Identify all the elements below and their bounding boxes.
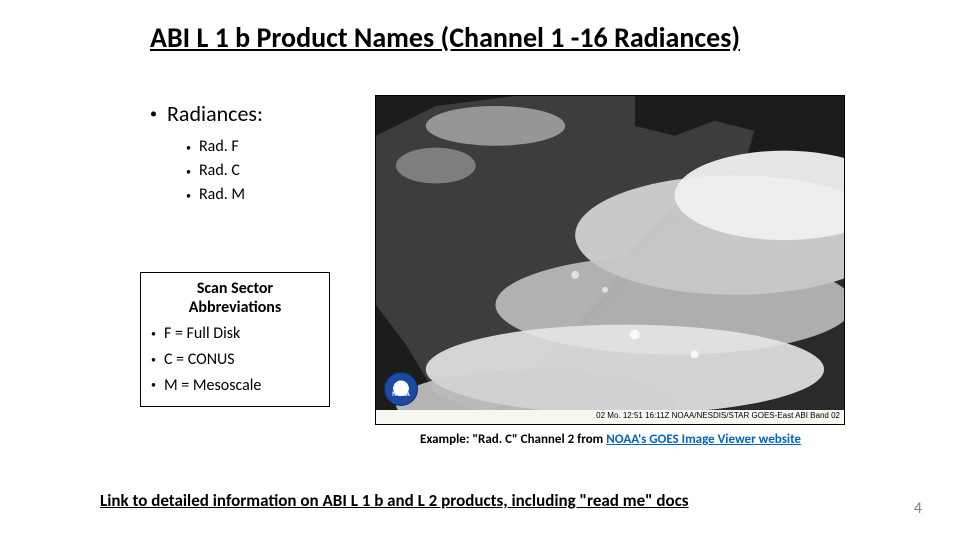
abbreviations-box: Scan Sector Abbreviations • F = Full Dis… [140, 272, 330, 407]
page-title: ABI L 1 b Product Names (Channel 1 -16 R… [150, 20, 900, 55]
radiances-list: • Rad. F • Rad. C • Rad. M [186, 135, 370, 207]
noaa-badge-text: NOAA [392, 389, 410, 398]
list-item: • Rad. M [186, 183, 370, 207]
radiances-heading-text: Radiances: [167, 100, 263, 127]
satellite-svg [376, 96, 844, 424]
abbrev-title-line2: Abbreviations [189, 298, 282, 317]
page-number: 4 [914, 499, 922, 518]
slide: ABI L 1 b Product Names (Channel 1 -16 R… [0, 0, 960, 540]
bullet-icon: • [151, 377, 156, 393]
radiance-item-text: Rad. M [199, 183, 245, 207]
radiance-item-text: Rad. F [199, 135, 239, 159]
list-item: • Rad. F [186, 135, 370, 159]
radiances-block: • Radiances: • Rad. F • Rad. C • Rad. M [150, 100, 370, 207]
abbrev-item-text: F = Full Disk [164, 321, 240, 347]
example-prefix: Example: "Rad. C" Channel 2 from [420, 432, 606, 447]
radiance-item-text: Rad. C [199, 159, 240, 183]
bullet-icon: • [186, 164, 191, 179]
abbrev-title: Scan Sector Abbreviations [151, 279, 319, 317]
abbrev-item-text: M = Mesoscale [164, 373, 261, 399]
abbrev-title-line1: Scan Sector [197, 279, 273, 298]
bullet-icon: • [151, 326, 156, 342]
list-item: • Rad. C [186, 159, 370, 183]
list-item: • M = Mesoscale [151, 373, 319, 399]
list-item: • F = Full Disk [151, 321, 319, 347]
bullet-icon: • [151, 352, 156, 368]
abbrev-item-text: C = CONUS [164, 347, 235, 373]
satellite-image: NOAA 02 Mo. 12:51 16:11Z NOAA/NESDIS/STA… [375, 95, 845, 425]
satellite-caption: 02 Mo. 12:51 16:11Z NOAA/NESDIS/STAR GOE… [376, 410, 844, 424]
noaa-logo-icon: NOAA [384, 372, 418, 406]
bullet-icon: • [186, 140, 191, 155]
radiances-heading: • Radiances: [150, 100, 370, 127]
example-caption: Example: "Rad. C" Channel 2 from NOAA's … [420, 432, 920, 447]
list-item: • C = CONUS [151, 347, 319, 373]
detail-link[interactable]: Link to detailed information on ABI L 1 … [100, 490, 880, 511]
bullet-icon: • [150, 105, 157, 122]
example-link[interactable]: NOAA's GOES Image Viewer website [606, 432, 801, 447]
bullet-icon: • [186, 188, 191, 203]
